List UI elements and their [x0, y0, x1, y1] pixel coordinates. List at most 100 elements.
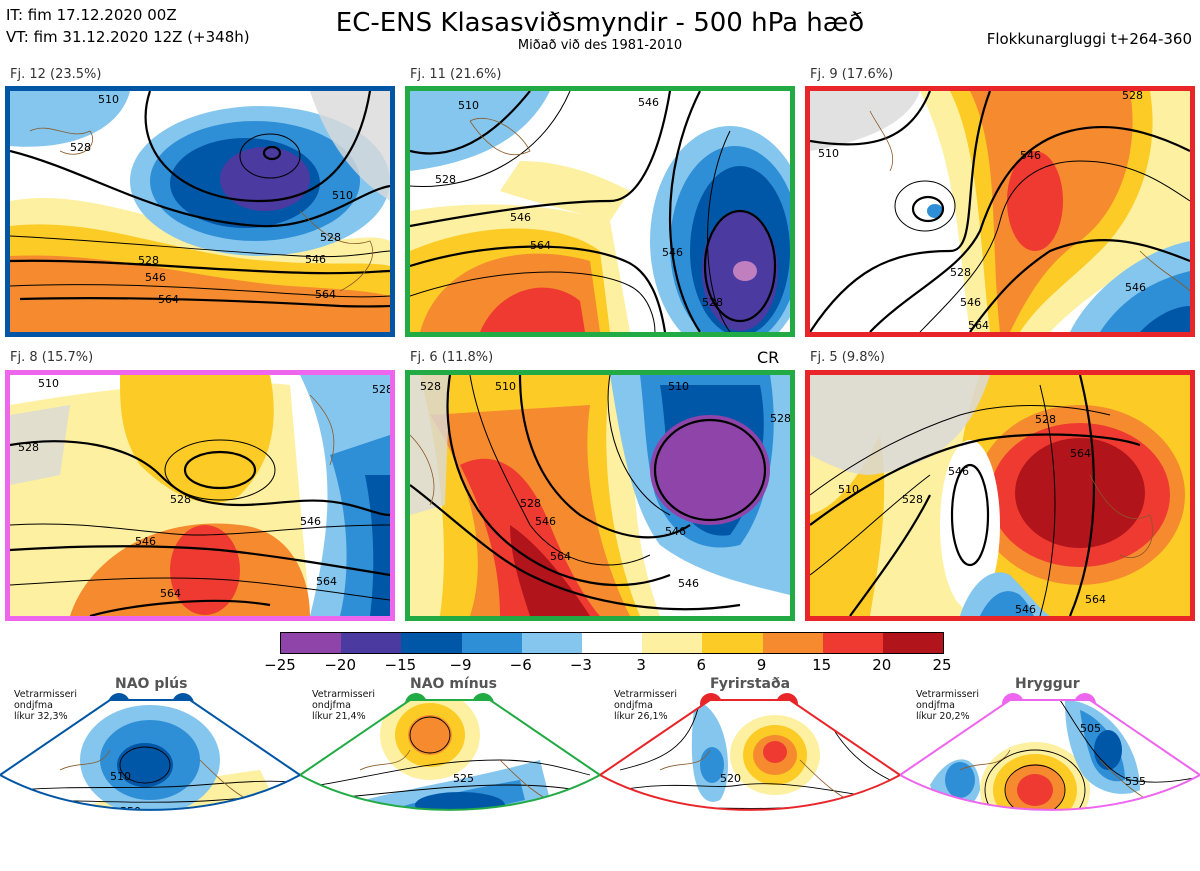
colorbar-swatch [822, 633, 883, 653]
regime-note-blocking: Vetrarmisseri ondjfma líkur 26,1% [614, 689, 677, 722]
contour-label: 510 [458, 99, 479, 112]
contour-label: 510 [818, 147, 839, 160]
contour-label: 560 [740, 832, 761, 845]
contour-label: 528 [902, 493, 923, 506]
colorbar-swatch [401, 633, 462, 653]
colorbar-swatch [581, 633, 643, 653]
contour-label: 546 [960, 296, 981, 309]
contour-label: 564 [968, 319, 989, 332]
regime-map-blocking: 520 550 560 [600, 699, 900, 845]
colorbar-tick: 3 [636, 656, 646, 674]
contour-label: 546 [1015, 603, 1036, 616]
contour-label: 565 [448, 848, 469, 861]
contour-label: 510 [668, 380, 689, 393]
contour-label: 546 [665, 525, 686, 538]
contour-label: 546 [1125, 281, 1146, 294]
contour-label: 528 [950, 266, 971, 279]
colorbar-swatch [461, 633, 522, 653]
panel-label-3: Fj. 9 (17.6%) [810, 67, 894, 82]
contour-label: 528 [435, 173, 456, 186]
contour-label: 546 [135, 535, 156, 548]
contour-label: 564 [1070, 447, 1091, 460]
regime-note-nao-minus: Vetrarmisseri ondjfma líkur 21,4% [312, 689, 375, 722]
contour-label: 564 [160, 587, 181, 600]
colorbar-tick: 15 [812, 656, 832, 674]
colorbar-swatch [702, 633, 763, 653]
colorbar-swatch [281, 633, 342, 653]
contour-label: 564 [530, 239, 551, 252]
panel-label-2: Fj. 11 (21.6%) [410, 67, 502, 82]
regime-note-nao-plus: Vetrarmisseri ondjfma líkur 32,3% [14, 689, 77, 722]
page-subtitle: Miðað við des 1981-2010 [517, 38, 683, 53]
regime-note-ridge: Vetrarmisseri ondjfma líkur 20,2% [916, 689, 979, 722]
colorbar [280, 632, 944, 654]
cr-label: CR [757, 348, 780, 367]
contour-label: 564 [316, 575, 337, 588]
colorbar-tick: −25 [264, 656, 296, 674]
colorbar-tick: 25 [932, 656, 952, 674]
colorbar-tick: −9 [449, 656, 472, 674]
colorbar-tick: −3 [569, 656, 592, 674]
contour-label: 505 [1080, 722, 1101, 735]
cluster-map-4: 510 528 528 546 546 564 564 528 [5, 370, 395, 621]
contour-label: 510 [332, 189, 353, 202]
panel-label-4: Fj. 8 (15.7%) [10, 350, 94, 365]
colorbar-tick: −20 [324, 656, 356, 674]
contour-label: 528 [320, 231, 341, 244]
regime-title-blocking: Fyrirstaða [710, 676, 791, 692]
contour-label: 525 [453, 772, 474, 785]
cluster-map-6: 528 546 510 528 564 546 564 [805, 370, 1195, 621]
cluster-map-1: 510 528 528 546 546 564 564 510 528 [5, 86, 395, 337]
contour-label: 528 [170, 493, 191, 506]
header-info: IT: fim 17.12.2020 00Z VT: fim 31.12.202… [6, 4, 250, 48]
contour-label: 528 [372, 383, 390, 396]
colorbar-ticks: −25 −20 −15 −9 −6 −3 3 6 9 15 20 25 [264, 656, 951, 676]
contour-label: 564 [550, 550, 571, 563]
contour-label: 545 [438, 812, 459, 825]
colorbar-swatch [762, 633, 823, 653]
contour-label: 528 [18, 441, 39, 454]
contour-label: 510 [495, 380, 516, 393]
colorbar-tick: −15 [384, 656, 417, 674]
colorbar-tick: 6 [696, 656, 707, 674]
regime-title-nao-minus: NAO mínus [410, 676, 497, 692]
contour-label: 546 [300, 515, 321, 528]
panel-label-1: Fj. 12 (23.5%) [10, 67, 102, 82]
regime-map-ridge: 505 535 560 [900, 699, 1200, 848]
contour-label: 528 [1122, 91, 1143, 102]
contour-label: 510 [838, 483, 859, 496]
contour-label: 528 [520, 497, 541, 510]
contour-label: 528 [770, 412, 790, 425]
contour-label: 528 [1035, 413, 1056, 426]
contour-label: 546 [305, 253, 326, 266]
contour-label: 528 [702, 296, 723, 309]
colorbar-swatch [341, 633, 402, 653]
contour-label: 560 [1135, 835, 1156, 848]
contour-label: 546 [638, 96, 659, 109]
contour-label: 510 [98, 93, 119, 106]
contour-label: 564 [315, 288, 336, 301]
contour-label: 510 [38, 377, 59, 390]
colorbar-swatch [882, 633, 944, 653]
contour-label: 564 [158, 293, 179, 306]
contour-label: 528 [70, 141, 91, 154]
regime-title-nao-plus: NAO plús [115, 676, 188, 692]
cluster-map-3: 528 546 510 528 546 564 546 [805, 86, 1195, 337]
colorbar-swatch [521, 633, 582, 653]
contour-label: 546 [678, 577, 699, 590]
valid-time: VT: fim 31.12.2020 12Z (+348h) [6, 28, 250, 46]
colorbar-swatch [642, 633, 703, 653]
contour-label: 528 [420, 380, 441, 393]
colorbar-tick: 20 [872, 656, 892, 674]
contour-label: 535 [1125, 775, 1146, 788]
contour-label: 546 [535, 515, 556, 528]
contour-label: 546 [145, 271, 166, 284]
contour-label: 546 [510, 211, 531, 224]
page-title: EC-ENS Klasasviðsmyndir - 500 hPa hæð [335, 8, 865, 38]
regime-map-nao-plus: 510 550 [0, 699, 300, 811]
contour-label: 546 [1020, 149, 1041, 162]
cluster-map-2: 510 528 546 564 546 528 546 [405, 86, 795, 337]
initial-time: IT: fim 17.12.2020 00Z [6, 6, 177, 24]
colorbar-tick: −6 [509, 656, 532, 674]
contour-label: 564 [1085, 593, 1106, 606]
